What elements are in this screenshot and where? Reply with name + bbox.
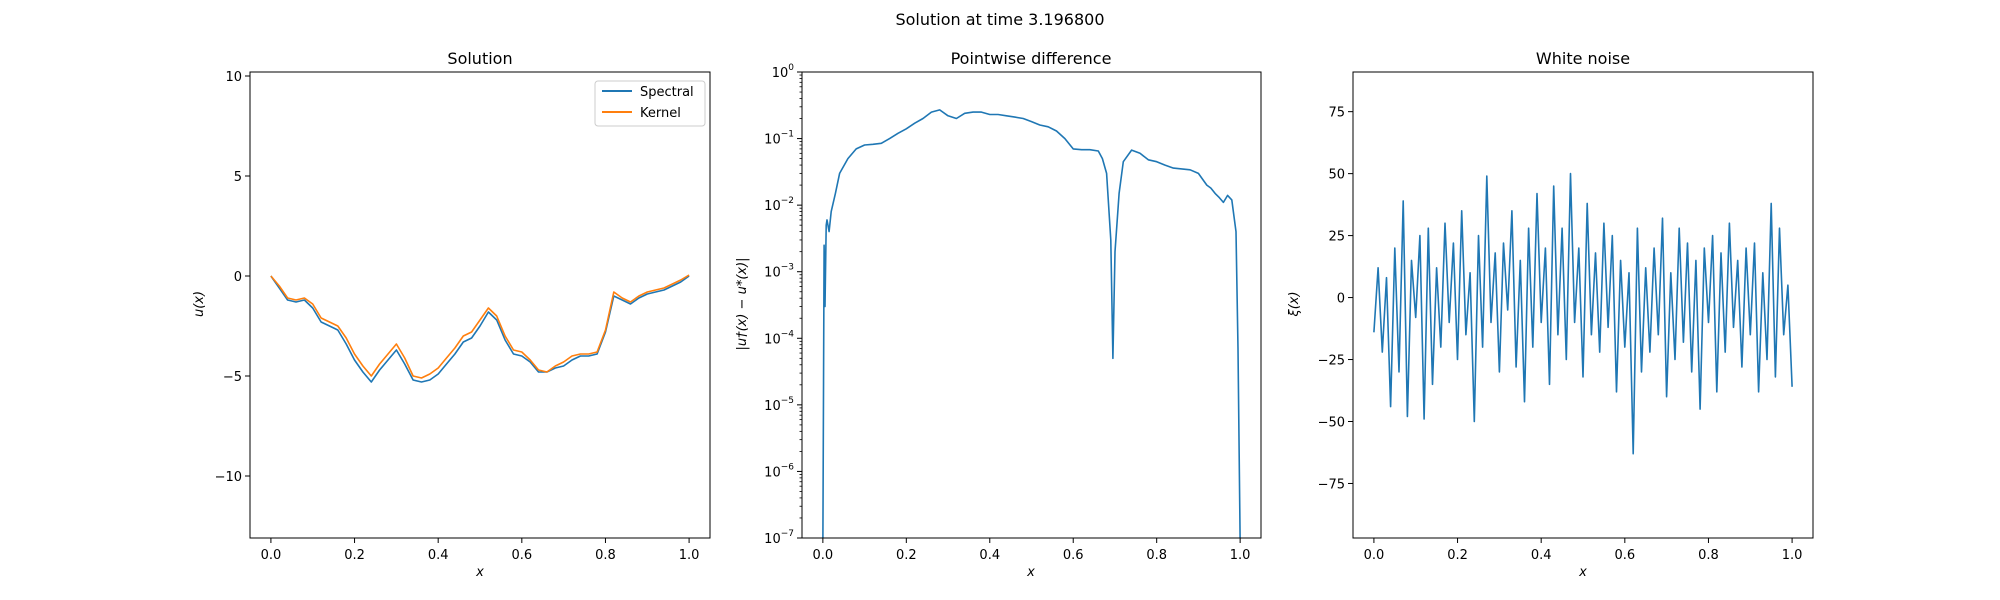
difference-title: Pointwise difference	[951, 49, 1112, 68]
noise-title: White noise	[1536, 49, 1630, 68]
difference-plot-area	[822, 109, 1241, 538]
solution-ytick-label: 5	[234, 170, 242, 185]
noise-xtick-label: 0.6	[1614, 548, 1635, 563]
legend-label-spectral: Spectral	[640, 85, 694, 100]
noise-xtick-label: 0.4	[1531, 548, 1552, 563]
difference-xtick-label: 1.0	[1230, 548, 1251, 563]
noise-ytick-label: 25	[1328, 230, 1345, 245]
solution-series-spectral	[270, 275, 690, 383]
difference-xtick-label: 0.4	[979, 548, 1000, 563]
noise-ytick-label: 50	[1328, 168, 1345, 183]
noise-ytick-label: −75	[1318, 477, 1345, 492]
difference-ytick-label: 100	[772, 63, 795, 81]
legend-label-kernel: Kernel	[640, 106, 681, 121]
solution-ylabel: u(x)	[192, 291, 207, 317]
solution-ytick-label: −10	[215, 470, 242, 485]
noise-xtick-label: 0.8	[1698, 548, 1719, 563]
solution-legend: Spectral Kernel	[594, 80, 706, 127]
solution-xtick-label: 0.6	[511, 548, 532, 563]
solution-xtick-label: 0.4	[428, 548, 449, 563]
solution-xtick-label: 0.2	[344, 548, 365, 563]
legend-frame	[594, 80, 706, 127]
noise-plot-area	[1373, 172, 1793, 455]
solution-xlabel: x	[475, 565, 484, 580]
solution-plot-area	[270, 274, 690, 383]
noise-xtick-label: 0.2	[1447, 548, 1468, 563]
solution-ytick-label: 10	[225, 70, 242, 85]
solution-xtick-label: 0.0	[261, 548, 282, 563]
noise-xtick-label: 1.0	[1782, 548, 1803, 563]
subplot-pointwise-difference: Pointwise difference x |u†(x) − u*(x)| 0…	[735, 49, 1262, 580]
difference-ylabel: |u†(x) − u*(x)|	[735, 257, 750, 350]
noise-ytick-label: −50	[1318, 416, 1345, 431]
difference-ytick-label: 10−3	[764, 263, 794, 281]
solution-title: Solution	[447, 49, 512, 68]
figure-suptitle: Solution at time 3.196800	[895, 10, 1104, 29]
solution-xtick-label: 1.0	[679, 548, 700, 563]
solution-ytick-label: −5	[223, 370, 242, 385]
difference-ytick-label: 10−7	[764, 529, 794, 547]
solution-axes-frame	[249, 71, 711, 539]
difference-ytick-label: 10−5	[764, 396, 794, 414]
difference-ytick-label: 10−1	[764, 130, 794, 148]
solution-ytick-label: 0	[234, 270, 242, 285]
difference-series-data	[822, 109, 1241, 538]
subplot-solution: Solution x u(x) Spectral Kernel 0.0 0.2 0.…	[192, 49, 711, 580]
noise-series-data	[1373, 172, 1793, 455]
subplot-white-noise: White noise x ξ(x) 0.0 0.2 0.4 0.6 0.8 1.0 −75…	[1287, 49, 1814, 580]
difference-ytick-label: 10−6	[764, 462, 794, 480]
difference-xtick-label: 0.2	[896, 548, 917, 563]
difference-xtick-label: 0.0	[813, 548, 834, 563]
noise-ytick-label: 75	[1328, 106, 1345, 121]
noise-ylabel: ξ(x)	[1287, 291, 1302, 317]
difference-axes-frame	[801, 71, 1262, 539]
solution-series-kernel	[270, 274, 690, 379]
noise-axes-frame	[1352, 71, 1814, 539]
difference-ytick-label: 10−2	[764, 196, 794, 214]
solution-xtick-label: 0.8	[595, 548, 616, 563]
noise-ytick-label: 0	[1337, 292, 1345, 307]
noise-ytick-label: −25	[1318, 354, 1345, 369]
difference-ytick-label: 10−4	[764, 329, 794, 347]
difference-xlabel: x	[1026, 565, 1035, 580]
difference-xtick-label: 0.8	[1146, 548, 1167, 563]
difference-xtick-label: 0.6	[1063, 548, 1084, 563]
noise-xtick-label: 0.0	[1364, 548, 1385, 563]
noise-xlabel: x	[1578, 565, 1587, 580]
